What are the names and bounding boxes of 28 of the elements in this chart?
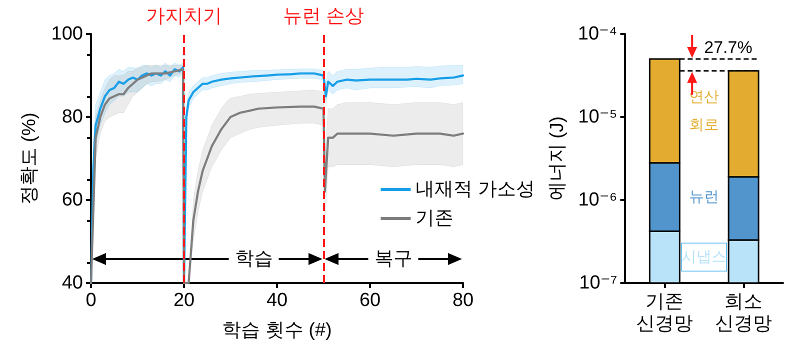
x-tick-label: 희소 신경망 [715, 292, 772, 334]
annotation: 학습 [234, 248, 273, 270]
x-tick-label: 60 [359, 290, 381, 311]
x-axis-title: 학습 횟수 (#) [222, 320, 332, 341]
y-tick-label: 40 [62, 272, 83, 294]
ref-line-label: 가지치기 [146, 6, 222, 27]
annotation: 27.7% [704, 38, 752, 57]
y-tick-label: 10⁻⁷ [579, 272, 618, 294]
y-axis-title: 정확도 (%) [19, 112, 40, 204]
series-label: 시냅스 [682, 248, 727, 266]
y-axis-title: 에너지 (J) [547, 116, 568, 201]
series-label: 연산 회로 [689, 88, 720, 134]
x-tick-label: 80 [452, 290, 474, 311]
y-tick-label: 10⁻⁵ [578, 106, 618, 128]
ref-line-label: 뉴런 손상 [282, 6, 364, 27]
x-tick-label: 20 [173, 290, 195, 311]
y-tick-label: 10⁻⁶ [578, 190, 618, 210]
x-tick-label: 0 [86, 290, 96, 311]
y-tick-label: 60 [62, 190, 83, 210]
legend-label: 기존 [416, 208, 454, 229]
y-tick-label: 10⁻⁴ [578, 24, 618, 44]
legend-label: 내재적 가소성 [416, 179, 535, 200]
annotation: 복구 [374, 248, 412, 270]
y-tick-label: 100 [51, 24, 83, 44]
x-tick-label: 기존 신경망 [636, 292, 694, 334]
series-label: 뉴런 [689, 188, 720, 206]
y-tick-label: 80 [62, 106, 83, 128]
x-tick-label: 40 [266, 290, 288, 311]
